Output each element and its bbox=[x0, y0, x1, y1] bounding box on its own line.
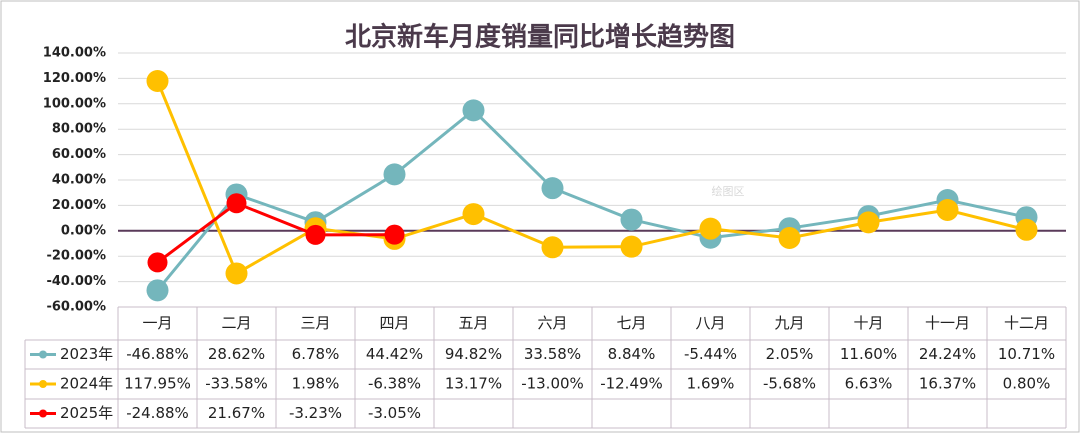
y-tick-label: 100.00% bbox=[43, 96, 106, 111]
table-cell: 0.80% bbox=[1003, 375, 1051, 393]
marker bbox=[462, 99, 485, 122]
x-tick-label: 九月 bbox=[774, 314, 804, 332]
y-tick-label: 80.00% bbox=[52, 122, 106, 137]
table-cell: 8.84% bbox=[608, 345, 656, 363]
legend-label: 2023年 bbox=[60, 345, 113, 363]
marker bbox=[226, 193, 247, 214]
legend-marker bbox=[39, 409, 47, 418]
y-tick-label: -60.00% bbox=[46, 300, 106, 315]
table-cell: 1.98% bbox=[292, 375, 340, 393]
table-cell: -33.58% bbox=[205, 375, 268, 393]
table-cell: 24.24% bbox=[919, 345, 976, 363]
table-cell: -24.88% bbox=[126, 404, 189, 422]
table-cell: -13.00% bbox=[521, 375, 584, 393]
table-cell: 6.78% bbox=[292, 345, 340, 363]
table-cell: -3.23% bbox=[289, 404, 342, 422]
legend-marker bbox=[39, 380, 47, 388]
series-line bbox=[156, 80, 1027, 276]
marker bbox=[146, 70, 169, 93]
legend-label: 2025年 bbox=[60, 404, 113, 422]
marker bbox=[857, 211, 880, 234]
y-tick-label: -20.00% bbox=[46, 249, 106, 264]
marker bbox=[620, 235, 643, 258]
marker bbox=[1015, 218, 1038, 241]
y-tick-label: 20.00% bbox=[52, 198, 106, 213]
marker bbox=[541, 236, 564, 259]
y-tick-label: -40.00% bbox=[46, 274, 106, 289]
table-cell: 11.60% bbox=[840, 345, 897, 363]
x-tick-label: 七月 bbox=[616, 314, 646, 332]
plot-area-label: 绘图区 bbox=[712, 184, 745, 198]
marker bbox=[147, 252, 168, 273]
marker bbox=[384, 224, 405, 245]
table-cell: -6.38% bbox=[368, 375, 421, 393]
marker bbox=[383, 163, 406, 186]
x-tick-label: 三月 bbox=[300, 314, 330, 332]
table-cell: 21.67% bbox=[208, 404, 265, 422]
table-cell: 117.95% bbox=[124, 375, 191, 393]
x-tick-label: 十月 bbox=[853, 314, 883, 332]
table-cell: 6.63% bbox=[845, 375, 893, 393]
table-cell: -5.68% bbox=[763, 375, 816, 393]
table-cell: 1.69% bbox=[687, 375, 735, 393]
marker bbox=[305, 224, 326, 245]
table-cell: 10.71% bbox=[998, 345, 1055, 363]
legend-marker bbox=[39, 350, 47, 359]
marker bbox=[778, 227, 801, 250]
x-tick-label: 四月 bbox=[379, 314, 409, 332]
x-tick-label: 二月 bbox=[221, 314, 251, 332]
table-cell: 2.05% bbox=[766, 345, 814, 363]
x-tick-label: 一月 bbox=[142, 314, 172, 332]
table-cell: 33.58% bbox=[524, 345, 581, 363]
table-cell: 16.37% bbox=[919, 375, 976, 393]
table-cell: 94.82% bbox=[445, 345, 502, 363]
table-cell: 44.42% bbox=[366, 345, 423, 363]
x-tick-label: 六月 bbox=[537, 314, 567, 332]
y-tick-label: 60.00% bbox=[52, 147, 106, 162]
legend-label: 2024年 bbox=[60, 375, 113, 393]
x-tick-label: 十二月 bbox=[1004, 314, 1049, 332]
marker bbox=[936, 199, 959, 222]
y-tick-label: 120.00% bbox=[43, 71, 106, 86]
marker bbox=[541, 177, 564, 200]
y-tick-label: 140.00% bbox=[43, 46, 106, 61]
marker bbox=[146, 279, 169, 302]
y-tick-label: 40.00% bbox=[52, 173, 106, 188]
table-cell: -5.44% bbox=[684, 345, 737, 363]
marker bbox=[699, 217, 722, 240]
table-cell: -12.49% bbox=[600, 375, 663, 393]
table-cell: -46.88% bbox=[126, 345, 189, 363]
x-tick-label: 五月 bbox=[458, 314, 488, 332]
series-line bbox=[156, 201, 395, 264]
y-tick-label: 0.00% bbox=[61, 223, 106, 238]
table-cell: -3.05% bbox=[368, 404, 421, 422]
marker bbox=[462, 203, 485, 226]
table-cell: 13.17% bbox=[445, 375, 502, 393]
marker bbox=[225, 262, 248, 285]
marker bbox=[620, 208, 643, 231]
chart-title: 北京新车月度销量同比增长趋势图 bbox=[345, 22, 735, 53]
x-tick-label: 十一月 bbox=[925, 314, 970, 332]
series-line bbox=[156, 108, 1027, 292]
table-cell: 28.62% bbox=[208, 345, 265, 363]
x-tick-label: 八月 bbox=[695, 314, 725, 332]
